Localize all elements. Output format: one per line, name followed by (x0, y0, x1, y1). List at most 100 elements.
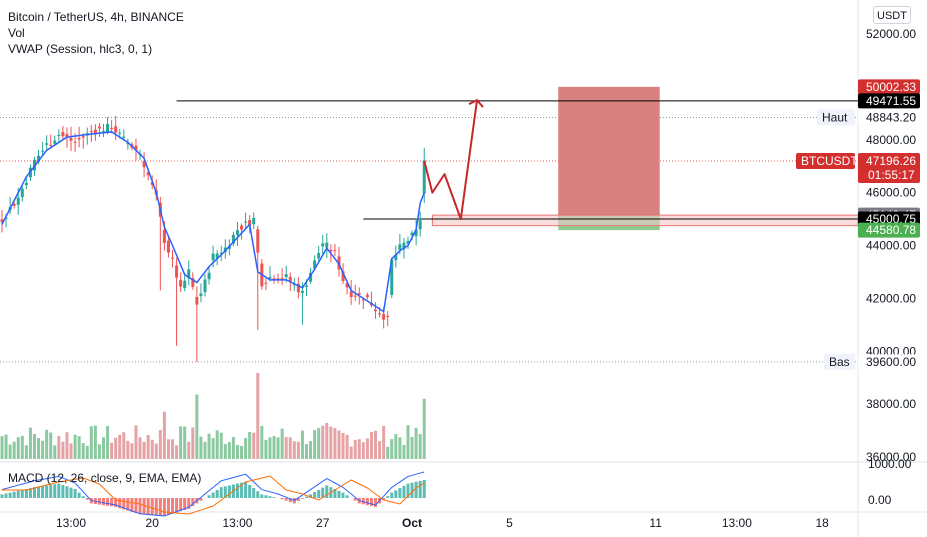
macd-histogram-bar (97, 498, 101, 505)
price-label-high (858, 109, 920, 125)
volume-bar (378, 441, 382, 459)
macd-histogram-bar (313, 492, 317, 498)
volume-bar (93, 425, 97, 459)
chart-title[interactable]: Bitcoin / TetherUS, 4h, BINANCE (8, 10, 184, 24)
volume-bar (252, 432, 256, 459)
candle-body (89, 131, 93, 133)
macd-histogram-bar (69, 487, 73, 498)
forecast-arrow-head (468, 98, 484, 108)
candle-body (166, 240, 170, 253)
price-tag-last (796, 152, 855, 169)
macd-histogram-bar (382, 498, 386, 500)
candle-body (317, 253, 321, 259)
macd-histogram-bar (317, 489, 321, 498)
time-tick-label: Oct (402, 516, 422, 530)
vwap-legend[interactable]: VWAP (Session, hlc3, 0, 1) (8, 42, 153, 56)
candle-body (244, 221, 248, 223)
volume-bar (333, 428, 337, 459)
volume-bar (215, 430, 219, 459)
volume-bar (288, 437, 292, 459)
volume-bar (325, 422, 329, 459)
volume-bar (97, 444, 101, 459)
volume-bar (260, 425, 264, 459)
price-tick-label: 38000.00 (866, 397, 916, 411)
macd-histogram-bar (191, 498, 195, 507)
candle-body (414, 229, 418, 237)
candle-body (386, 315, 390, 317)
price-label-value: 39600.00 (866, 355, 916, 369)
macd-histogram-bar (49, 484, 53, 498)
volume-bar (122, 432, 126, 459)
volume-bar (73, 434, 77, 459)
volume-bar (382, 425, 386, 459)
macd-histogram-bar (284, 498, 288, 501)
signal-line (2, 475, 425, 515)
price-countdown: 01:55:17 (868, 168, 915, 182)
candle-body (280, 277, 284, 279)
candle-body (187, 269, 191, 279)
volume-bar (199, 436, 203, 459)
stop-loss-zone (558, 86, 660, 216)
candle-body (406, 241, 410, 244)
macd-histogram-bar (256, 491, 260, 498)
drawing-lines-layer (176, 100, 858, 220)
volume-bar (337, 430, 341, 459)
macd-histogram-bar (122, 498, 126, 510)
macd-histogram-bar (252, 488, 256, 498)
candle-body (256, 229, 260, 253)
candle-body (252, 218, 256, 225)
candle-body (97, 126, 101, 129)
candle-body (142, 161, 146, 168)
volume-bar (313, 430, 317, 459)
macd-legend[interactable]: MACD (12, 26, close, 9, EMA, EMA) (8, 471, 202, 485)
volume-legend[interactable]: Vol (8, 26, 25, 40)
candle-body (175, 265, 179, 278)
candle-body (53, 140, 57, 144)
candle-body (93, 129, 97, 135)
candle-body (81, 136, 85, 138)
volume-bar (211, 438, 215, 459)
price-label-stop (858, 79, 920, 95)
macd-histogram-bar (288, 498, 292, 503)
macd-histogram-bar (28, 488, 32, 498)
volume-bar (341, 432, 345, 459)
candle-body (349, 291, 353, 298)
candle-body (402, 242, 406, 250)
price-label-value: 47196.26 (866, 154, 916, 168)
volume-bar (158, 429, 162, 459)
macd-histogram-bar (321, 487, 325, 498)
candle-body (329, 249, 333, 252)
candle-body (365, 294, 369, 298)
volume-bar (361, 442, 365, 459)
price-tag-label: Bas (829, 355, 850, 369)
macd-histogram-bar (272, 497, 276, 498)
candle-body (325, 242, 329, 248)
macd-histogram-bar (110, 498, 114, 507)
candle-body (146, 172, 150, 176)
volume-bar (292, 441, 296, 459)
candle-body (114, 126, 118, 133)
macd-histogram-bar (406, 483, 410, 498)
volume-bar (300, 430, 304, 459)
price-tick-label: 52000.00 (866, 27, 916, 41)
volume-bar (264, 439, 268, 459)
candle-body (118, 132, 122, 134)
candle-body (382, 313, 386, 320)
candle-body (191, 278, 195, 287)
candle-body (12, 203, 16, 206)
volume-bar (53, 445, 57, 459)
candle-body (171, 257, 175, 259)
candle-body (309, 272, 313, 282)
volume-bar (365, 438, 369, 459)
volume-bar (134, 425, 138, 459)
volume-bar (106, 425, 110, 459)
macd-histogram-bar (24, 489, 28, 498)
time-tick-label: 13:00 (222, 516, 252, 530)
price-tick-label: 46000.00 (866, 186, 916, 200)
candle-body (357, 293, 361, 295)
macd-histogram-bar (134, 498, 138, 513)
volume-bar (418, 434, 422, 459)
currency-button[interactable]: USDT (873, 6, 911, 24)
